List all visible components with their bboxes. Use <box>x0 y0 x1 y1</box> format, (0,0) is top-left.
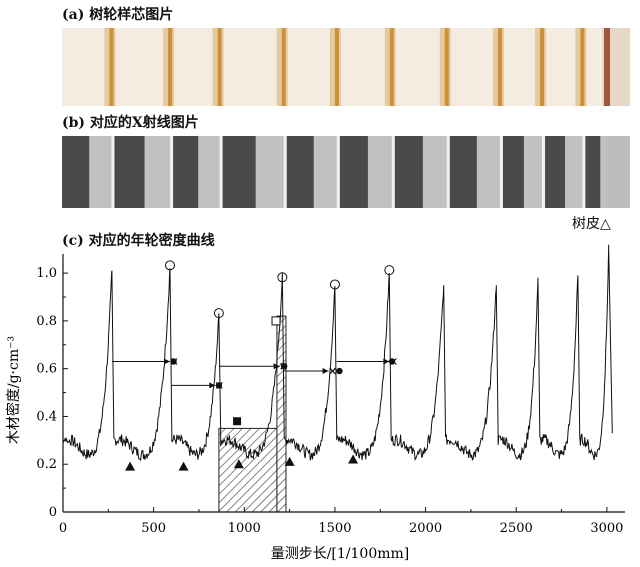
bark-label: 树皮△ <box>572 216 611 232</box>
core-ring-line <box>497 28 502 106</box>
triangle-marker <box>284 456 295 466</box>
triangle-marker <box>233 459 244 469</box>
xray-dense-band <box>255 136 286 208</box>
dot-marker <box>215 382 223 389</box>
core-ring-line <box>580 28 585 106</box>
dot-marker <box>336 367 343 375</box>
core-ring-line <box>389 28 394 106</box>
xray-dense-band <box>476 136 502 208</box>
core-ring-line <box>217 28 222 106</box>
width-arrow-head <box>322 368 329 375</box>
core-ring-line <box>540 28 545 106</box>
x-axis-label: 量测步长/[1/100mm] <box>271 546 410 562</box>
y-tick-label: 0.4 <box>36 409 57 424</box>
xray-ring-edge <box>111 136 115 208</box>
width-arrow-head <box>273 363 280 370</box>
core-background <box>62 28 630 106</box>
core-ring-line <box>109 28 114 106</box>
y-tick-label: 0.8 <box>36 314 57 329</box>
peak-circle-marker <box>164 260 175 271</box>
y-axis-label: 木材密度/g·cm⁻³ <box>5 336 22 444</box>
xray-dense-band <box>144 136 173 208</box>
x-tick-label: 1000 <box>228 521 261 536</box>
x-tick-label: 2000 <box>409 521 442 536</box>
x-tick-label: 1500 <box>318 521 351 536</box>
x-tick-label: 2500 <box>500 521 533 536</box>
xray-dense-band <box>565 136 585 208</box>
x-tick-label: 3000 <box>590 521 623 536</box>
xray-ring-edge <box>582 136 586 208</box>
x-tick-label: 0 <box>59 521 67 536</box>
hatched-earlywood-bar <box>218 427 278 513</box>
panel-b-title: (b) 对应的X射线图片 <box>62 115 199 131</box>
panel-c-title: (c) 对应的年轮密度曲线 <box>62 233 215 249</box>
triangle-marker <box>348 454 359 464</box>
peak-circle-marker <box>329 279 340 290</box>
width-arrow-head <box>209 382 216 389</box>
xray-ring-edge <box>283 136 287 208</box>
filled-square-marker <box>233 417 242 426</box>
xray-dense-band <box>89 136 114 208</box>
peak-circle-marker <box>277 272 288 283</box>
xray-ring-edge <box>336 136 340 208</box>
xray-ring-edge <box>391 136 395 208</box>
xray-photo <box>62 136 630 208</box>
xray-dense-band <box>523 136 545 208</box>
core-bark-edge <box>604 28 610 106</box>
xray-bark-end <box>606 136 630 208</box>
core-ring-line <box>444 28 449 106</box>
open-square-marker <box>271 316 281 326</box>
xray-dense-band <box>367 136 394 208</box>
dot-marker <box>170 358 177 365</box>
xray-ring-edge <box>446 136 450 208</box>
width-arrow-head <box>383 358 390 365</box>
core-ring-line <box>281 28 286 106</box>
core-ring-line <box>168 28 173 106</box>
xray-ring-edge <box>219 136 223 208</box>
panel-a-title: (a) 树轮样芯图片 <box>62 7 174 23</box>
xray-ring-edge <box>499 136 503 208</box>
tree-ring-core-image <box>62 28 630 106</box>
x-tick-label: 500 <box>141 521 166 536</box>
dot-marker <box>388 358 396 365</box>
xray-ring-edge <box>170 136 174 208</box>
core-ring-line <box>334 28 339 106</box>
cross-marker <box>329 367 337 375</box>
tree-ring-core-photo <box>62 28 630 106</box>
peak-circle-marker <box>384 265 395 276</box>
width-arrow-head <box>163 358 170 365</box>
y-tick-label: 0 <box>49 505 57 520</box>
xray-dense-band <box>198 136 222 208</box>
dot-marker <box>280 363 288 370</box>
triangle-marker <box>125 461 136 471</box>
xray-dense-band <box>313 136 339 208</box>
xray-dense-band <box>422 136 449 208</box>
xray-ring-edge <box>542 136 546 208</box>
xray-image <box>62 136 630 208</box>
y-tick-label: 0.2 <box>36 457 57 472</box>
y-tick-label: 0.6 <box>36 362 57 377</box>
peak-circle-marker <box>213 308 224 319</box>
y-tick-label: 1.0 <box>36 266 57 281</box>
density-curve <box>62 244 613 462</box>
triangle-marker <box>178 461 189 471</box>
